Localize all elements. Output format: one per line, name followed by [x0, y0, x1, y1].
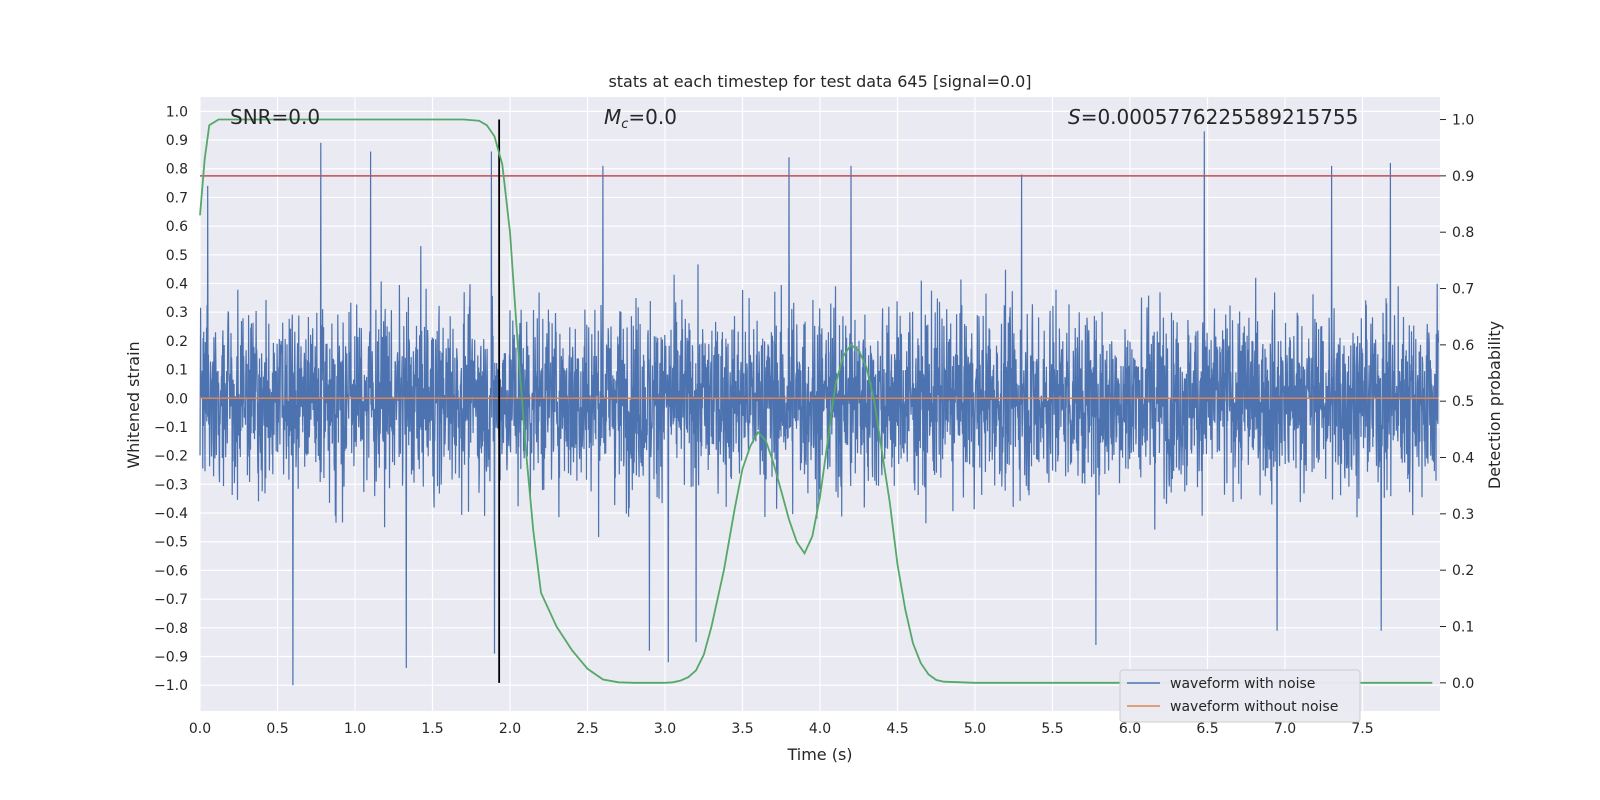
x-tick-label: 1.5 — [421, 721, 443, 737]
x-tick-label: 0.0 — [189, 721, 211, 737]
right-y-tick-label: 0.6 — [1452, 338, 1474, 354]
chart-title: stats at each timestep for test data 645… — [608, 72, 1031, 91]
right-y-tick-label: 0.8 — [1452, 225, 1474, 241]
chirp-mass-subscript: c — [621, 117, 628, 132]
left-y-tick-label: 0.4 — [166, 276, 188, 292]
left-y-tick-label: −0.9 — [154, 649, 188, 665]
chirp-mass-value: =0.0 — [628, 105, 677, 129]
legend-box — [1119, 669, 1361, 723]
x-tick-label: 6.0 — [1119, 721, 1141, 737]
left-y-tick-label: −0.7 — [154, 592, 188, 608]
right-y-tick-label: 0.3 — [1452, 507, 1474, 523]
chirp-mass-annotation: Mc=0.0 — [604, 105, 677, 132]
x-tick-label: 4.0 — [809, 721, 831, 737]
left-y-tick-label: 0.2 — [166, 334, 188, 350]
right-y-tick-label: 0.1 — [1452, 620, 1474, 636]
left-y-tick-label: 0.6 — [166, 219, 188, 235]
left-y-tick-label: 0.5 — [166, 248, 188, 264]
chirp-mass-symbol: M — [604, 105, 621, 129]
legend: waveform with noise waveform without noi… — [1119, 669, 1361, 723]
left-y-axis-ticks: −1.0 −0.9 −0.8 −0.7 −0.6 −0.5 −0.4 −0.3 −0.2 −0.1… — [154, 104, 188, 694]
left-y-tick-label: 0.7 — [166, 190, 188, 206]
right-y-tick-label: 0.4 — [1452, 451, 1474, 467]
x-tick-label: 0.5 — [266, 721, 288, 737]
left-y-tick-label: 0.0 — [166, 391, 188, 407]
x-tick-label: 4.5 — [886, 721, 908, 737]
left-y-axis-label: Whitened strain — [124, 341, 143, 468]
s-statistic-value: =0.0005776225589215755 — [1081, 105, 1359, 129]
left-y-tick-label: −0.8 — [154, 621, 188, 637]
right-y-tick-label: 0.7 — [1452, 282, 1474, 298]
probability-trace — [199, 118, 1433, 684]
legend-label-clean: waveform without noise — [1170, 699, 1338, 715]
left-y-tick-label: −1.0 — [154, 678, 188, 694]
right-y-tick-label: 0.9 — [1452, 169, 1474, 185]
right-y-axis-ticks: 0.0 0.1 0.2 0.3 0.4 0.5 0.6 0.7 0.8 0.9 1.0 — [1440, 113, 1474, 692]
series-waveform-with-noise — [199, 131, 1440, 686]
x-tick-label: 7.0 — [1274, 721, 1296, 737]
left-y-tick-label: −0.6 — [154, 563, 188, 579]
x-tick-label: 2.5 — [576, 721, 598, 737]
right-y-tick-label: 0.0 — [1452, 676, 1474, 692]
noise-trace — [199, 131, 1440, 686]
left-y-tick-label: 0.9 — [166, 133, 188, 149]
x-axis-label: Time (s) — [786, 745, 852, 764]
left-y-tick-label: 0.1 — [166, 363, 188, 379]
x-tick-label: 5.5 — [1041, 721, 1063, 737]
x-tick-label: 5.0 — [964, 721, 986, 737]
left-y-tick-label: 0.8 — [166, 162, 188, 178]
s-statistic-symbol: S — [1068, 105, 1081, 129]
left-y-tick-label: 0.3 — [166, 305, 188, 321]
right-y-tick-label: 0.2 — [1452, 563, 1474, 579]
series-detection-probability — [199, 118, 1433, 684]
x-tick-label: 7.5 — [1351, 721, 1373, 737]
snr-annotation: SNR=0.0 — [230, 105, 320, 129]
left-y-tick-label: −0.3 — [154, 477, 188, 493]
left-y-tick-label: −0.2 — [154, 449, 188, 465]
x-tick-label: 3.0 — [654, 721, 676, 737]
x-tick-label: 1.0 — [344, 721, 366, 737]
x-axis-ticks: 0.0 0.5 1.0 1.5 2.0 2.5 3.0 3.5 4.0 4.5 5.0 5.5 6.0 6… — [189, 721, 1374, 737]
left-y-tick-label: −0.1 — [154, 420, 188, 436]
right-y-tick-label: 1.0 — [1452, 113, 1474, 129]
right-y-tick-label: 0.5 — [1452, 394, 1474, 410]
right-y-axis-label: Detection probability — [1485, 321, 1504, 489]
left-y-tick-label: −0.4 — [154, 506, 188, 522]
left-y-tick-label: 1.0 — [166, 104, 188, 120]
x-tick-label: 2.0 — [499, 721, 521, 737]
x-tick-label: 6.5 — [1196, 721, 1218, 737]
left-y-tick-label: −0.5 — [154, 535, 188, 551]
s-statistic-annotation: S=0.0005776225589215755 — [1068, 105, 1358, 129]
legend-label-noise: waveform with noise — [1170, 676, 1315, 692]
x-tick-label: 3.5 — [731, 721, 753, 737]
